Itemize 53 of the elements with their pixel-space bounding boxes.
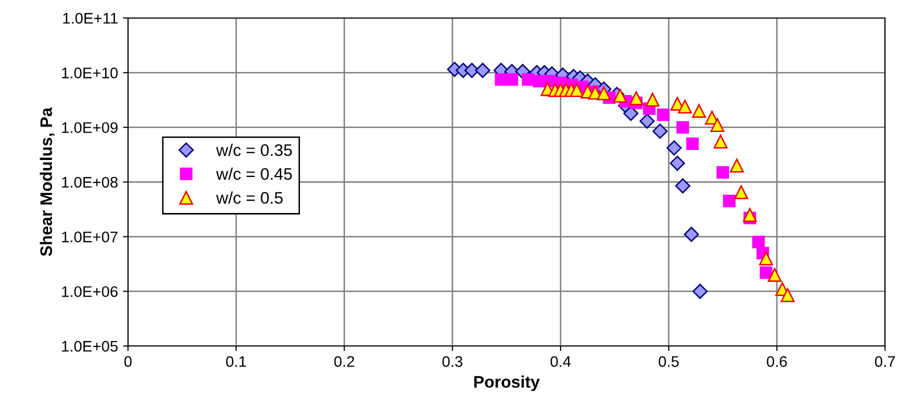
point xyxy=(652,124,668,139)
x-axis-title: Porosity xyxy=(474,376,540,392)
point xyxy=(759,251,773,266)
point xyxy=(657,108,670,121)
y-tick-label: 1.0E+11 xyxy=(63,12,118,24)
point xyxy=(670,156,685,171)
x-tick-label: 0.2 xyxy=(334,356,354,367)
x-tick-label: 0.6 xyxy=(766,356,787,367)
point xyxy=(666,140,682,156)
legend-label: w/c = 0.5 xyxy=(216,192,283,204)
point xyxy=(752,236,765,248)
point xyxy=(640,114,655,129)
point xyxy=(710,118,724,132)
y-tick-label: 1.0E+06 xyxy=(62,286,118,298)
point xyxy=(716,166,730,179)
x-tick-label: 0.3 xyxy=(442,356,462,367)
point xyxy=(780,288,795,302)
y-tick-label: 1.0E+09 xyxy=(62,122,118,134)
y-tick-label: 1.0E+05 xyxy=(62,340,118,352)
point xyxy=(730,158,744,172)
point xyxy=(570,83,584,98)
point xyxy=(629,91,644,106)
point xyxy=(675,178,690,194)
point xyxy=(760,266,772,279)
y-axis-title: Shear Modulus, Pa xyxy=(40,107,55,256)
point xyxy=(686,138,699,150)
point xyxy=(506,73,518,86)
point xyxy=(613,88,627,103)
y-tick-label: 1.0E+10 xyxy=(62,68,118,78)
x-tick-label: 0.5 xyxy=(658,356,679,367)
point xyxy=(734,185,748,200)
y-tick-label: 1.0E+08 xyxy=(62,176,118,188)
point xyxy=(475,62,490,78)
x-tick-label: 0 xyxy=(124,356,132,367)
point xyxy=(742,208,757,222)
x-tick-label: 0.7 xyxy=(874,356,895,367)
point xyxy=(714,134,728,148)
point xyxy=(692,104,706,118)
point xyxy=(596,86,611,100)
point xyxy=(646,92,660,107)
point xyxy=(684,226,699,242)
legend-label: w/c = 0.45 xyxy=(216,168,292,180)
y-tick-label: 1.0E+07 xyxy=(62,232,118,242)
point xyxy=(676,121,690,134)
point xyxy=(768,268,782,282)
point xyxy=(464,62,480,78)
point xyxy=(692,284,708,299)
point xyxy=(623,106,638,121)
point xyxy=(678,100,692,114)
legend-label: w/c = 0.35 xyxy=(216,144,292,156)
x-tick-label: 0.1 xyxy=(226,356,246,367)
x-tick-label: 0.4 xyxy=(550,356,571,367)
point xyxy=(723,194,736,208)
